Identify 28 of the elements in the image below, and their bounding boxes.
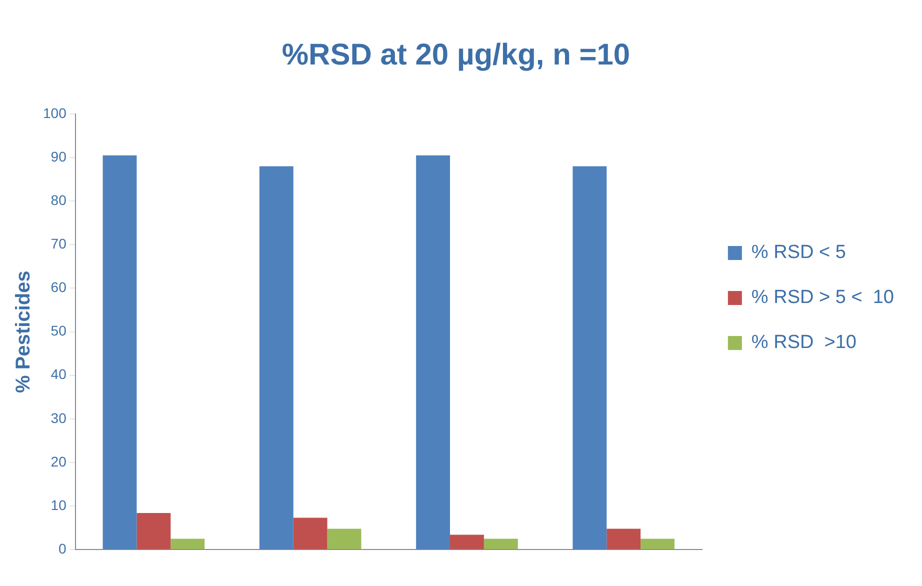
bar [450, 534, 484, 550]
y-tick-label: 80 [50, 192, 67, 208]
bar [293, 518, 328, 550]
y-tick-label: 70 [50, 236, 67, 252]
y-axis-title: % Pesticides [12, 270, 35, 393]
chart-title: %RSD at 20 µg/kg, n =10 [282, 38, 630, 72]
bar [102, 155, 137, 550]
y-tick-label: 60 [50, 279, 67, 296]
y-tick-label: 20 [50, 453, 67, 470]
legend-label: % RSD < 5 [751, 242, 846, 264]
bar [416, 155, 450, 550]
bar [259, 166, 294, 550]
y-tick-label: 40 [50, 366, 67, 382]
y-tick-label: 30 [50, 410, 67, 426]
bar [572, 166, 607, 550]
y-tick-label: 10 [50, 496, 67, 513]
legend-label: % RSD >10 [751, 332, 857, 354]
y-tick-label: 100 [43, 104, 67, 121]
bar [136, 513, 171, 550]
legend-label: % RSD > 5 < 10 [751, 287, 894, 308]
bar [606, 528, 641, 550]
bar [327, 528, 362, 550]
bar [640, 538, 675, 550]
y-tick-label: 50 [50, 322, 67, 339]
y-tick-label: 90 [50, 148, 67, 164]
y-tick-label: 0 [58, 540, 67, 556]
bar [484, 538, 518, 550]
bar [170, 538, 205, 550]
